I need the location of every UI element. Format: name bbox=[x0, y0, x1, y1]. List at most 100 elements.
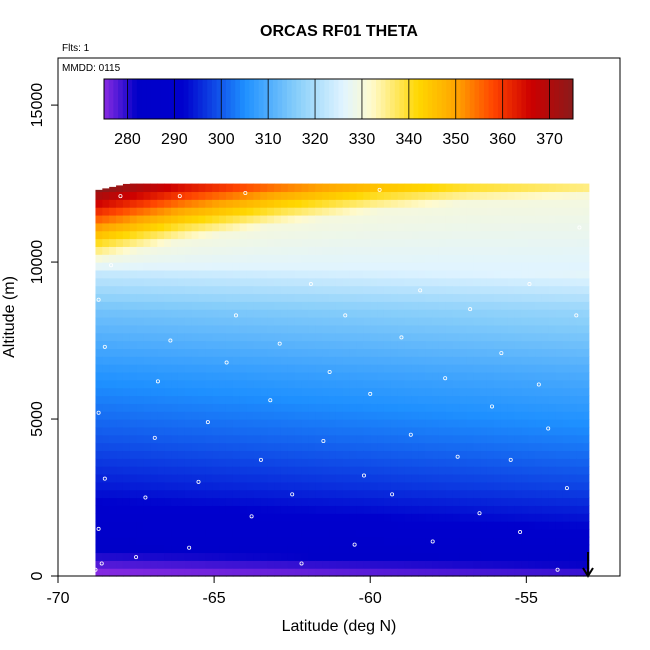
field-cell bbox=[315, 419, 323, 428]
field-cell bbox=[116, 185, 124, 193]
field-cell bbox=[459, 348, 467, 357]
field-cell bbox=[507, 544, 516, 554]
field-cell bbox=[232, 513, 241, 522]
field-cell bbox=[404, 254, 413, 263]
field-cell bbox=[129, 568, 138, 577]
field-cell bbox=[493, 497, 502, 506]
field-cell bbox=[411, 521, 419, 530]
field-cell bbox=[171, 505, 179, 514]
field-cell bbox=[171, 371, 179, 381]
field-cell bbox=[404, 403, 413, 412]
field-cell bbox=[548, 214, 557, 224]
field-cell bbox=[438, 379, 447, 389]
field-cell bbox=[150, 473, 158, 483]
field-cell bbox=[274, 364, 282, 373]
field-cell bbox=[548, 348, 557, 357]
field-cell bbox=[576, 324, 584, 334]
field-cell bbox=[473, 340, 481, 349]
field-cell bbox=[356, 568, 364, 577]
flight-point bbox=[187, 545, 192, 550]
field-cell bbox=[370, 356, 378, 365]
field-cell bbox=[253, 348, 261, 357]
field-cell bbox=[95, 230, 103, 240]
field-cell bbox=[329, 379, 337, 389]
field-cell bbox=[535, 324, 543, 334]
field-cell bbox=[301, 544, 309, 554]
field-cell bbox=[507, 379, 516, 389]
field-cell bbox=[383, 521, 392, 530]
field-cell bbox=[562, 419, 571, 428]
field-cell bbox=[342, 332, 351, 342]
field-cell bbox=[198, 191, 206, 200]
field-cell bbox=[370, 207, 378, 216]
field-cell bbox=[356, 262, 364, 271]
field-cell bbox=[301, 466, 309, 475]
field-cell bbox=[95, 458, 103, 467]
field-cell bbox=[212, 371, 220, 381]
field-cell bbox=[205, 262, 213, 271]
field-cell bbox=[425, 419, 433, 428]
field-cell bbox=[404, 536, 413, 546]
field-cell bbox=[583, 364, 590, 373]
field-cell bbox=[205, 528, 213, 538]
field-cell bbox=[562, 183, 571, 193]
field-cell bbox=[452, 238, 461, 247]
field-cell bbox=[177, 183, 186, 193]
field-cell bbox=[500, 528, 509, 538]
field-cell bbox=[329, 489, 337, 499]
field-cell bbox=[287, 466, 296, 475]
field-cell bbox=[438, 324, 447, 334]
field-cell bbox=[356, 458, 364, 467]
field-cell bbox=[136, 544, 145, 554]
field-cell bbox=[514, 450, 522, 459]
field-cell bbox=[164, 403, 172, 412]
field-cell bbox=[548, 246, 557, 255]
field-cell bbox=[576, 371, 584, 381]
field-cell bbox=[425, 544, 433, 554]
field-cell bbox=[116, 395, 124, 404]
field-cell bbox=[95, 528, 103, 538]
field-cell bbox=[583, 411, 590, 420]
field-cell bbox=[528, 293, 536, 302]
field-cell bbox=[480, 207, 488, 216]
field-cell bbox=[486, 324, 495, 334]
field-cell bbox=[212, 481, 220, 491]
field-cell bbox=[383, 497, 392, 506]
field-cell bbox=[322, 238, 330, 247]
field-cell bbox=[514, 528, 522, 538]
field-cell bbox=[377, 214, 385, 224]
field-cell bbox=[363, 552, 371, 561]
field-cell bbox=[370, 560, 378, 569]
field-cell bbox=[129, 458, 138, 467]
field-cell bbox=[452, 411, 461, 420]
field-cell bbox=[164, 513, 172, 522]
field-cell bbox=[136, 560, 145, 569]
field-cell bbox=[102, 387, 110, 397]
field-cell bbox=[157, 568, 165, 577]
field-cell bbox=[225, 183, 234, 193]
field-cell bbox=[363, 473, 371, 483]
field-cell bbox=[514, 568, 522, 577]
field-cell bbox=[397, 230, 406, 240]
field-cell bbox=[280, 442, 289, 452]
field-cell bbox=[136, 293, 145, 302]
field-cell bbox=[480, 568, 488, 577]
field-cell bbox=[411, 450, 419, 459]
field-cell bbox=[514, 442, 522, 452]
field-cell bbox=[452, 521, 461, 530]
field-cell bbox=[143, 301, 152, 310]
field-cell bbox=[438, 473, 447, 483]
field-cell bbox=[500, 207, 509, 216]
colorbar-swatch bbox=[427, 79, 433, 119]
field-cell bbox=[377, 568, 385, 577]
field-cell bbox=[576, 262, 584, 271]
field-cell bbox=[486, 348, 495, 357]
flight-point bbox=[109, 263, 114, 268]
field-cell bbox=[535, 317, 543, 326]
field-cell bbox=[390, 434, 399, 444]
field-cell bbox=[301, 426, 309, 436]
field-cell bbox=[404, 513, 413, 522]
field-cell bbox=[404, 411, 413, 420]
colorbar-swatch bbox=[207, 79, 213, 119]
field-cell bbox=[267, 317, 275, 326]
